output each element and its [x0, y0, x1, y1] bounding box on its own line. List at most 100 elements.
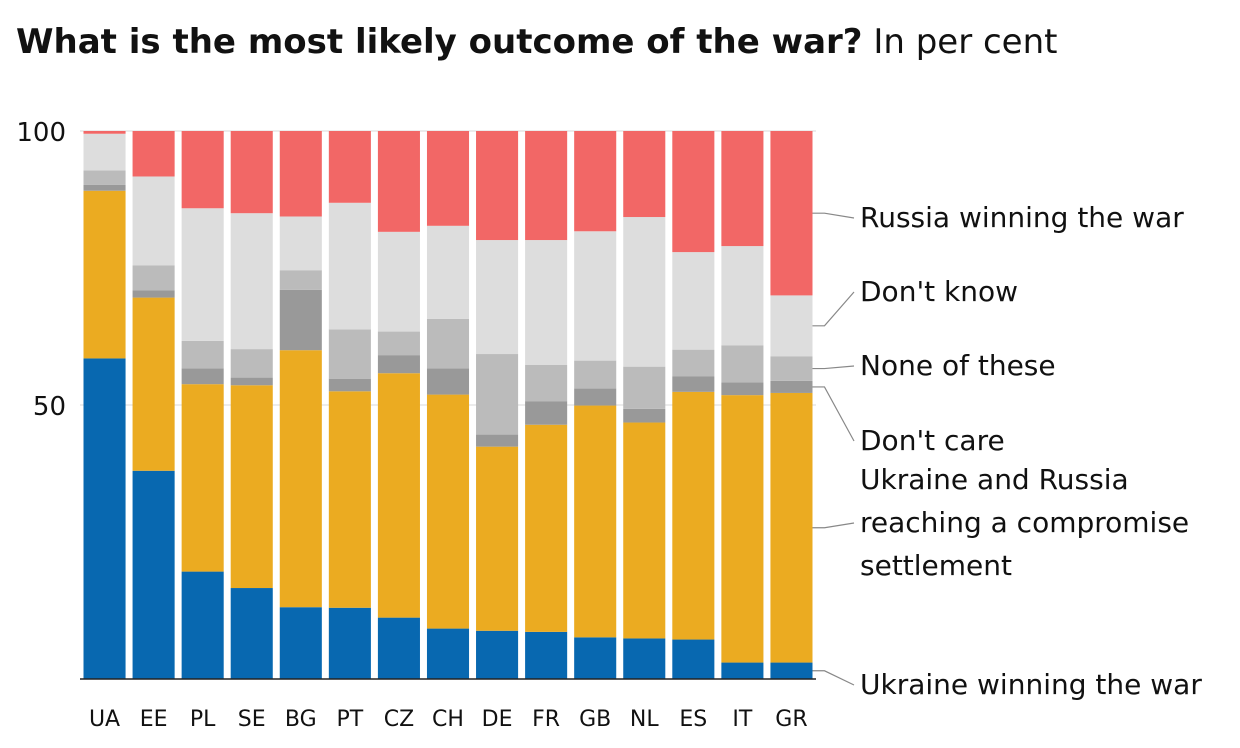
- x-tick-label: GR: [775, 707, 807, 732]
- x-tick-label: UA: [89, 707, 120, 732]
- bar-segment: [574, 131, 617, 232]
- bar-segment: [132, 265, 175, 291]
- x-tick-label: DE: [482, 707, 513, 732]
- y-tick-label: 100: [16, 118, 66, 148]
- x-tick-label: FR: [532, 707, 560, 732]
- bar-segment: [328, 202, 371, 330]
- bar-segment: [426, 628, 470, 679]
- bar-segment: [377, 617, 420, 679]
- bar-segment: [132, 470, 175, 679]
- bar-segment: [623, 217, 666, 367]
- bar-segment: [132, 297, 175, 471]
- bar-segment: [623, 638, 666, 679]
- bar-segment: [574, 405, 617, 638]
- chart-title-main: What is the most likely outcome of the w…: [16, 22, 863, 62]
- bar-segment: [476, 131, 519, 241]
- bar-segment: [525, 424, 568, 632]
- bar-segment: [623, 131, 666, 218]
- bar-segment: [426, 368, 470, 395]
- bar-segment: [721, 395, 764, 663]
- bar-segment: [230, 131, 273, 214]
- bar-segment: [672, 376, 715, 392]
- x-tick-label: CH: [432, 707, 464, 732]
- bar-segment: [230, 377, 273, 386]
- bar-segment: [672, 639, 715, 679]
- bar-segment: [181, 368, 224, 385]
- bar-segment: [328, 329, 371, 379]
- bar-segment: [476, 630, 519, 679]
- bar-segment: [132, 131, 175, 177]
- legend-label: Don't care: [860, 424, 1005, 457]
- x-tick-label: SE: [238, 707, 266, 732]
- bar-segment: [574, 360, 617, 389]
- bar-segment: [476, 240, 519, 355]
- leader-line: [812, 365, 855, 370]
- bar-segment: [230, 213, 273, 350]
- bar-segment: [279, 607, 322, 679]
- bar-segment: [525, 631, 568, 679]
- bar-segment: [721, 246, 764, 346]
- bar-segment: [328, 607, 371, 679]
- bar-segment: [181, 131, 224, 209]
- bar-segment: [721, 382, 764, 396]
- bar-segment: [770, 295, 813, 357]
- bar-segment: [279, 216, 322, 271]
- x-tick-label: BG: [285, 707, 317, 732]
- bar-segment: [377, 131, 420, 232]
- x-tick-label: GB: [579, 707, 611, 732]
- bar-segment: [623, 408, 666, 423]
- bar-segment: [770, 131, 813, 296]
- legend-label: Don't know: [860, 275, 1018, 308]
- bar-segment: [279, 350, 322, 608]
- bar-segment: [426, 225, 470, 319]
- bar-segment: [83, 358, 126, 679]
- bar-segment: [574, 637, 617, 679]
- bar-segment: [83, 184, 126, 191]
- bar-segment: [672, 349, 715, 377]
- bar-segment: [181, 571, 224, 679]
- bar-segment: [426, 318, 470, 369]
- bar-segment: [672, 391, 715, 640]
- bar-segment: [230, 385, 273, 589]
- x-tick-label: NL: [630, 707, 659, 732]
- bar-segment: [525, 401, 568, 425]
- bar-segment: [328, 131, 371, 203]
- bar-segment: [476, 446, 519, 631]
- bar-segment: [721, 131, 764, 247]
- bar-segment: [770, 662, 813, 679]
- bar-segment: [770, 380, 813, 393]
- bar-segment: [83, 133, 126, 171]
- chart-subtitle: In per cent: [873, 22, 1058, 62]
- leader-line: [812, 212, 855, 219]
- y-tick-label: 50: [33, 392, 66, 422]
- bar-segment: [770, 356, 813, 381]
- bar-segment: [279, 270, 322, 290]
- bar-segment: [181, 384, 224, 572]
- bar-segment: [377, 331, 420, 356]
- bar-segment: [83, 190, 126, 359]
- bar-segment: [83, 131, 126, 134]
- bar-segment: [476, 354, 519, 435]
- bar-segment: [525, 131, 568, 241]
- bar-segment: [770, 392, 813, 663]
- bar-segment: [426, 131, 470, 226]
- x-tick-label: IT: [732, 707, 752, 732]
- legend-label: Ukraine winning the war: [860, 668, 1202, 701]
- leader-line: [812, 386, 855, 442]
- bar-segment: [230, 588, 273, 679]
- x-tick-label: PL: [190, 707, 216, 732]
- x-tick-label: PT: [337, 707, 364, 732]
- bar-segment: [426, 394, 470, 629]
- legend-label: None of these: [860, 349, 1056, 382]
- bar-segment: [230, 349, 273, 378]
- leader-line: [812, 291, 855, 327]
- bar-segment: [672, 131, 715, 253]
- bar-segment: [279, 289, 322, 351]
- bar-segment: [377, 231, 420, 332]
- x-tick-label: ES: [679, 707, 707, 732]
- bar-segment: [377, 355, 420, 374]
- bar-segment: [623, 366, 666, 409]
- bar-segment: [721, 662, 764, 679]
- bar-segment: [181, 340, 224, 369]
